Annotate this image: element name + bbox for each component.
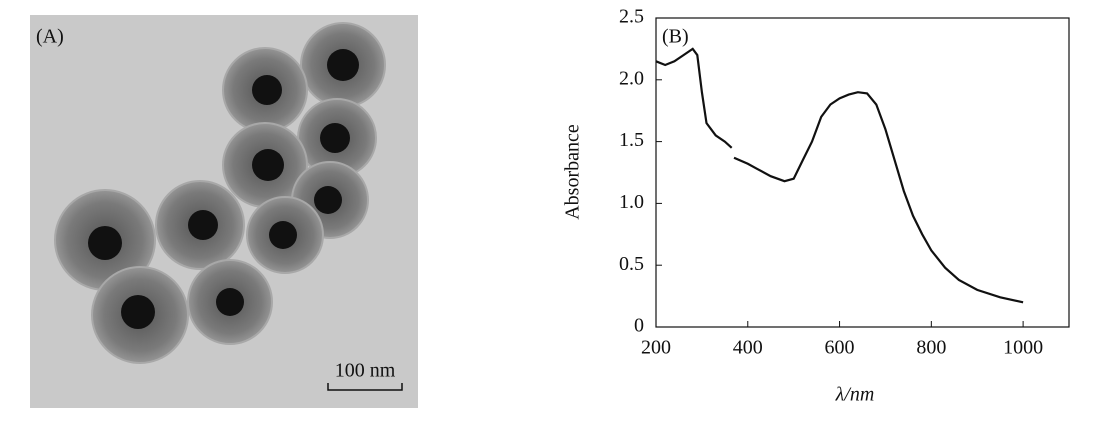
y-tick-label: 2.0 xyxy=(619,67,644,89)
tem-image: (A) 100 nm xyxy=(30,15,418,408)
x-tick-label: 800 xyxy=(916,337,946,359)
y-tick-label: 1.0 xyxy=(619,191,644,213)
y-axis-label: Absorbance xyxy=(562,124,584,220)
panel-label: (B) xyxy=(662,26,689,48)
particle-cores xyxy=(88,49,359,329)
x-tick-label: 200 xyxy=(641,337,671,359)
y-tick-label: 0 xyxy=(634,315,644,337)
y-tick-label: 0.5 xyxy=(619,253,644,275)
data-line xyxy=(655,47,1024,304)
scale-bar-label: 100 nm xyxy=(335,360,396,382)
chart: (B) λ/nm Absorbance 200 400 600 800 1000 0 0.5… xyxy=(562,6,1070,406)
y-tick-label: 2.5 xyxy=(619,6,644,28)
x-tick-label: 1000 xyxy=(1003,337,1043,359)
scale-bar xyxy=(327,383,403,391)
y-tick-label: 1.5 xyxy=(619,129,644,151)
x-axis-label: λ/nm xyxy=(835,384,875,406)
x-tick-label: 600 xyxy=(825,337,855,359)
plot-frame xyxy=(655,17,1070,328)
x-tick-label: 400 xyxy=(733,337,763,359)
panel-label: (A) xyxy=(36,26,64,48)
